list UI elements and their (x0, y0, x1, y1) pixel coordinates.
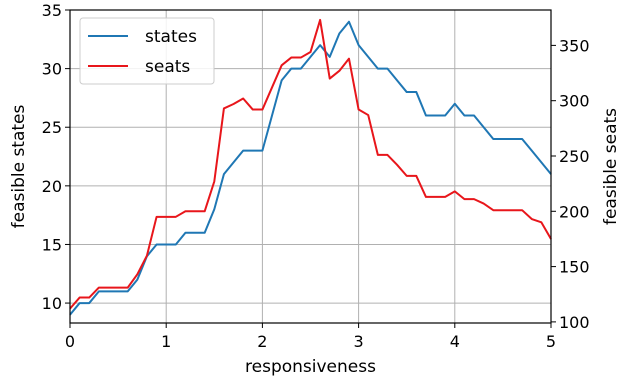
y-right-tick-label-200: 200 (559, 202, 590, 221)
y-right-tick-label-350: 350 (559, 36, 590, 55)
series-line-states (69, 20, 552, 316)
x-tick-label-0: 0 (65, 332, 75, 351)
y-right-tick-label-100: 100 (559, 313, 590, 332)
y-left-tick-label-15: 15 (42, 235, 62, 254)
x-tick-label-4: 4 (450, 332, 460, 351)
x-tick-label-1: 1 (161, 332, 171, 351)
y-right-tick-label-250: 250 (559, 147, 590, 166)
series-line-seats (69, 18, 552, 310)
x-axis-label: responsiveness (245, 357, 376, 376)
y-right-axis-label: feasible seats (601, 108, 621, 225)
y-left-tick-label-10: 10 (42, 294, 62, 313)
x-tick-label-5: 5 (546, 332, 556, 351)
legend-label-states: states (145, 27, 197, 47)
tick-layer: 0 1 2 3 4 5 10 15 20 25 30 35 100 150 200 250 300 350 (42, 1, 590, 351)
y-left-tick-label-20: 20 (42, 177, 62, 196)
x-tick-label-2: 2 (257, 332, 267, 351)
plot-frame (69, 9, 552, 324)
y-left-tick-label-35: 35 (42, 1, 62, 20)
legend-box (79, 17, 215, 85)
legend: states seats (79, 17, 215, 85)
y-left-axis-label: feasible states (9, 104, 29, 228)
x-tick-label-3: 3 (354, 332, 364, 351)
y-left-tick-label-25: 25 (42, 118, 62, 137)
y-right-tick-label-300: 300 (559, 92, 590, 111)
y-left-tick-label-30: 30 (42, 60, 62, 79)
series-layer (69, 18, 552, 316)
legend-label-seats: seats (145, 57, 190, 77)
y-right-tick-label-150: 150 (559, 258, 590, 277)
